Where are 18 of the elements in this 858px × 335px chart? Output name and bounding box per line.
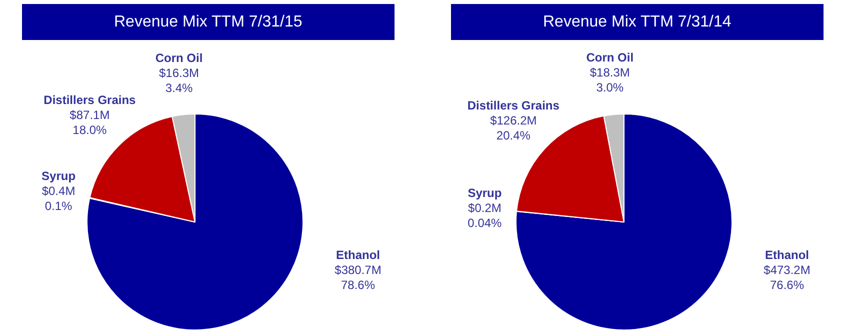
data-label: $126.2M 20.4% xyxy=(490,114,537,143)
slice-label: Corn Oil xyxy=(586,50,634,65)
slice-label: Ethanol xyxy=(765,248,809,262)
slice-label: Syrup xyxy=(42,168,76,183)
slice-label: Distillers Grains xyxy=(467,98,560,113)
data-label: $0.4M 0.1% xyxy=(42,184,76,213)
slice-label: Syrup xyxy=(468,186,502,200)
slice-label: Corn Oil xyxy=(155,50,203,65)
data-label: $380.7M 78.6% xyxy=(334,263,382,292)
data-label: $87.1M 18.0% xyxy=(70,108,110,138)
data-label: $473.2M 76.6% xyxy=(764,263,810,292)
data-label: $18.3M 3.0% xyxy=(590,66,630,95)
slice-label: Distillers Grains xyxy=(44,93,136,108)
chart-title: Revenue Mix TTM 7/31/15 xyxy=(114,14,302,30)
data-label: $16.3M 3.4% xyxy=(159,66,200,95)
slice-label: Ethanol xyxy=(336,248,380,262)
data-label: $0.2M 0.04% xyxy=(468,201,502,230)
chart-title: Revenue Mix TTM 7/31/14 xyxy=(543,14,732,30)
